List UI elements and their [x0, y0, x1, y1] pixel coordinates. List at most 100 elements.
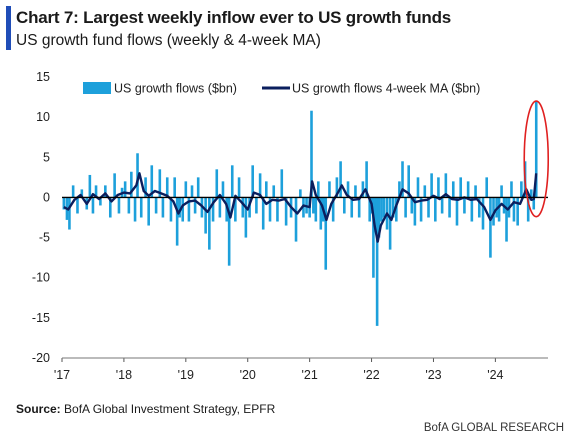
weekly-flow-bar — [280, 169, 284, 198]
weekly-flow-bar — [234, 197, 237, 222]
weekly-flow-bar — [350, 197, 354, 218]
weekly-flow-bar — [144, 177, 147, 198]
weekly-flow-bar — [80, 189, 84, 198]
weekly-flow-bar — [211, 197, 215, 222]
y-tick-label: 5 — [43, 150, 50, 164]
weekly-flow-bar — [398, 181, 401, 198]
weekly-flow-bar — [380, 197, 383, 222]
weekly-flow-bar — [268, 197, 272, 222]
weekly-flow-bar — [150, 165, 154, 198]
weekly-flow-bar — [416, 177, 420, 198]
weekly-flow-bar — [204, 197, 207, 234]
weekly-flow-bar — [331, 197, 335, 222]
weekly-flow-bar — [139, 197, 143, 218]
weekly-flow-bar — [357, 197, 361, 218]
weekly-flow-bar — [526, 197, 530, 222]
weekly-flow-bar — [534, 101, 538, 198]
source-line: Source: BofA Global Investment Strategy,… — [16, 402, 275, 416]
weekly-flow-bar — [193, 197, 197, 214]
weekly-flow-bar — [314, 197, 318, 222]
weekly-flow-bar — [255, 197, 258, 214]
weekly-flow-bar — [161, 197, 165, 218]
weekly-flow-bar — [258, 173, 262, 198]
weekly-flow-bar — [104, 185, 107, 198]
weekly-flow-bar — [184, 181, 188, 198]
weekly-flow-bar — [154, 197, 158, 214]
weekly-flow-bar — [147, 197, 150, 226]
weekly-flow-bar — [272, 185, 276, 198]
weekly-flow-bar — [427, 197, 430, 218]
weekly-flow-bar — [434, 197, 437, 222]
y-tick-label: -15 — [32, 311, 50, 325]
weekly-flow-bar — [365, 161, 368, 198]
weekly-flow-bar — [62, 197, 66, 210]
x-tick-label: '23 — [425, 368, 441, 382]
y-tick-label: 0 — [43, 190, 50, 204]
weekly-flow-bar — [529, 189, 533, 198]
weekly-flow-bar — [76, 197, 79, 214]
weekly-flow-bar — [294, 197, 298, 242]
weekly-flow-bar — [413, 197, 417, 226]
y-tick-label: 10 — [36, 110, 50, 124]
weekly-flow-bar — [470, 197, 474, 222]
weekly-flow-bar — [440, 197, 444, 214]
weekly-flow-bar — [328, 181, 331, 198]
weekly-flow-bar — [187, 197, 191, 222]
weekly-flow-bar — [512, 197, 516, 222]
weekly-flow-bar — [91, 197, 95, 214]
weekly-flow-bar — [324, 197, 328, 270]
weekly-flow-bar — [310, 110, 313, 198]
legend-label-weekly: US growth flows ($bn) — [114, 82, 237, 96]
y-tick-label: -10 — [32, 271, 50, 285]
weekly-flow-bar — [382, 197, 386, 218]
weekly-flow-bar — [71, 185, 75, 198]
highlight-ellipse — [523, 100, 550, 218]
weekly-flow-bar — [99, 197, 102, 206]
weekly-flow-bar — [346, 181, 350, 198]
weekly-flow-bar — [368, 197, 371, 222]
weekly-flow-bar — [208, 197, 211, 250]
weekly-flow-bar — [391, 197, 395, 218]
weekly-flow-bar — [221, 181, 225, 198]
weekly-flow-bar — [373, 197, 377, 230]
weekly-flow-bar — [181, 197, 185, 222]
weekly-flow-bar — [419, 197, 423, 222]
weekly-flow-bar — [173, 177, 176, 198]
x-tick-label: '21 — [301, 368, 317, 382]
weekly-flow-bar — [169, 197, 173, 222]
weekly-flow-bar — [388, 197, 392, 250]
weekly-flow-bar — [127, 197, 131, 214]
weekly-flow-bar — [423, 185, 427, 198]
weekly-flow-bar — [261, 197, 265, 230]
weekly-flow-bar — [375, 197, 379, 326]
chart-title: Chart 7: Largest weekly inflow ever to U… — [16, 8, 452, 27]
weekly-flow-bar — [372, 197, 375, 278]
weekly-flow-bar — [312, 197, 315, 214]
weekly-flow-bar — [361, 181, 365, 198]
x-tick-label: '22 — [363, 368, 379, 382]
weekly-flow-bar — [241, 197, 245, 218]
weekly-flow-bar — [165, 177, 169, 198]
weekly-flow-bar — [497, 197, 501, 222]
legend-swatch-weekly — [83, 82, 111, 94]
x-tick-label: '19 — [178, 368, 194, 382]
weekly-flow-bar — [335, 177, 339, 198]
weekly-flow-bar — [354, 185, 357, 198]
chart-canvas: 15 10 5 0 -5 -10 -15 -20 '17 '18 '19 '20 '21 '22 '23 '2… — [32, 70, 550, 382]
chart-subtitle: US growth fund flows (weekly & 4-week MA… — [16, 32, 321, 49]
weekly-flow-bar — [136, 153, 139, 198]
weekly-flow-bar — [230, 165, 234, 198]
weekly-flow-bar — [481, 197, 485, 230]
weekly-flow-bar — [158, 169, 162, 198]
weekly-flow-bar — [175, 197, 179, 246]
weekly-flow-bar — [395, 197, 398, 222]
legend-label-ma: US growth flows 4-week MA ($bn) — [292, 82, 480, 96]
weekly-flow-bar — [451, 181, 455, 198]
x-tick-label: '20 — [240, 368, 256, 382]
weekly-flow-bar — [227, 197, 231, 266]
weekly-flow-bar — [133, 197, 137, 222]
weekly-flow-bar — [532, 197, 536, 210]
weekly-flow-bar — [319, 197, 323, 230]
weekly-flow-bar — [500, 185, 503, 198]
weekly-flow-bar — [317, 181, 320, 198]
